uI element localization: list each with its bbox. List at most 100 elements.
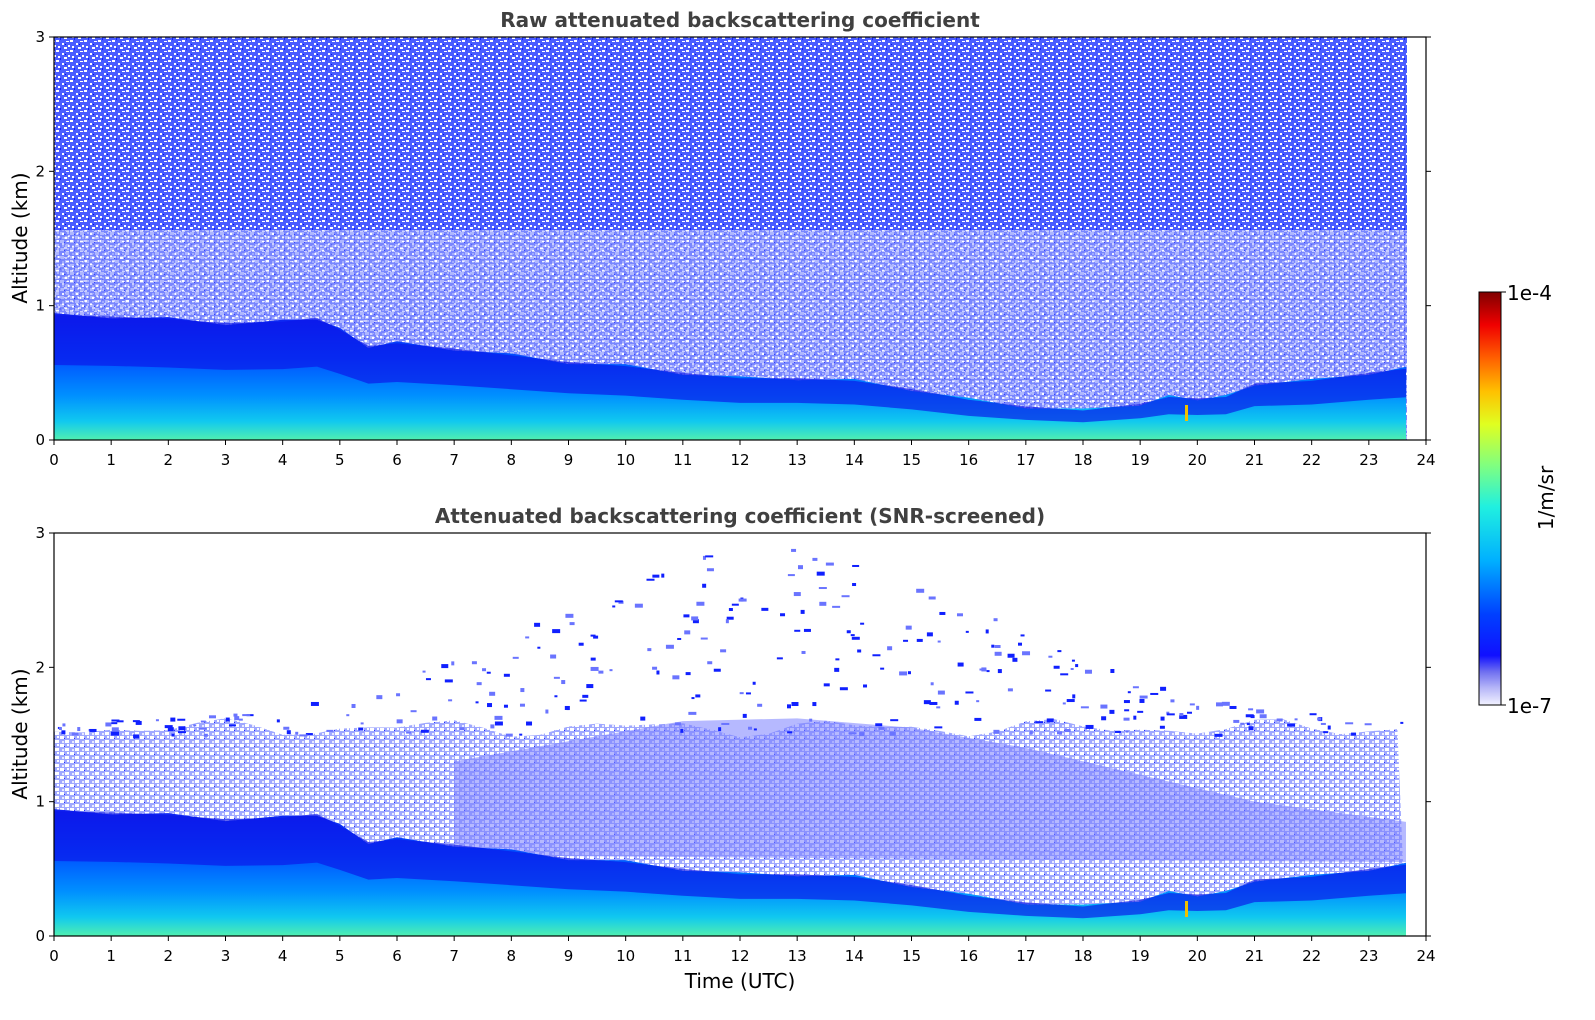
sparse-return-speck xyxy=(111,727,119,732)
sparse-return-speck xyxy=(1250,715,1255,719)
sparse-return-speck xyxy=(1276,718,1283,722)
x-tick-label: 22 xyxy=(1302,947,1321,965)
sparse-return-speck xyxy=(1045,689,1052,692)
sparse-return-speck xyxy=(171,733,175,737)
sparse-return-speck xyxy=(907,671,911,675)
sparse-return-speck xyxy=(420,729,429,733)
sparse-return-speck xyxy=(656,670,660,675)
x-tick-label: 7 xyxy=(449,451,459,469)
sparse-return-speck xyxy=(761,607,769,611)
sparse-return-speck xyxy=(957,662,964,667)
sparse-return-speck xyxy=(825,562,834,566)
sparse-return-speck xyxy=(976,700,980,703)
raw-x-axis: 0 1 2 3 4 5 6 7 8 9 10 11 12 13 14 15 16 17 18 19 20 21 22 23 24 xyxy=(49,440,1436,469)
x-tick-label: 12 xyxy=(730,947,749,965)
sparse-return-speck xyxy=(482,668,487,672)
sparse-return-speck xyxy=(133,734,140,739)
sparse-return-speck xyxy=(238,718,243,721)
sparse-return-speck xyxy=(77,727,81,732)
sparse-return-speck xyxy=(1109,709,1115,714)
sparse-return-speck xyxy=(812,557,818,561)
sparse-return-speck xyxy=(1159,725,1165,729)
sparse-return-speck xyxy=(859,732,865,737)
sparse-return-speck xyxy=(565,613,574,618)
sparse-return-speck xyxy=(787,731,793,734)
sparse-return-speck xyxy=(170,717,176,722)
x-tick-label: 3 xyxy=(221,451,231,469)
sparse-return-speck xyxy=(1327,725,1331,730)
sparse-return-speck xyxy=(582,694,589,698)
sparse-return-speck xyxy=(725,619,729,624)
x-tick-label: 6 xyxy=(392,947,402,965)
sparse-return-speck xyxy=(832,605,841,608)
sparse-return-speck xyxy=(903,639,909,642)
sparse-return-speck xyxy=(451,661,455,666)
sparse-return-speck xyxy=(905,625,912,630)
x-tick-label: 22 xyxy=(1302,451,1321,469)
sparse-return-speck xyxy=(700,637,708,640)
x-tick-label: 4 xyxy=(278,451,288,469)
sparse-return-speck xyxy=(396,719,403,724)
x-tick-label: 1 xyxy=(106,451,116,469)
y-tick-label: 1 xyxy=(35,793,45,811)
sparse-return-speck xyxy=(475,701,479,704)
sparse-return-speck xyxy=(505,733,513,737)
sparse-return-speck xyxy=(1150,692,1159,695)
sparse-return-speck xyxy=(974,717,982,721)
screened-residual-core xyxy=(454,718,1406,863)
sparse-return-speck xyxy=(590,634,596,637)
sparse-return-speck xyxy=(812,702,817,707)
sparse-return-speck xyxy=(116,720,124,723)
sparse-return-speck xyxy=(721,722,730,725)
x-tick-label: 10 xyxy=(616,451,635,469)
sparse-return-speck xyxy=(880,667,885,670)
x-tick-label: 0 xyxy=(49,451,59,469)
sparse-return-speck xyxy=(494,721,503,726)
sparse-return-speck xyxy=(1345,722,1354,725)
panel-raw: Raw attenuated backscattering coefficien… xyxy=(8,8,1436,469)
sparse-return-speck xyxy=(1240,722,1245,725)
sparse-return-speck xyxy=(672,675,680,680)
x-tick-label: 2 xyxy=(164,451,174,469)
sparse-return-speck xyxy=(155,719,159,722)
sparse-return-speck xyxy=(459,727,465,731)
sparse-return-speck xyxy=(105,722,112,727)
sparse-return-speck xyxy=(731,603,739,606)
sparse-return-speck xyxy=(503,673,510,677)
sparse-return-speck xyxy=(1133,715,1137,720)
sparse-return-speck xyxy=(1245,714,1254,718)
sparse-return-speck xyxy=(981,667,987,672)
sparse-return-speck xyxy=(841,595,850,598)
sparse-return-speck xyxy=(819,601,827,606)
sparse-return-speck xyxy=(793,592,801,597)
sparse-return-speck xyxy=(550,654,557,659)
sparse-return-speck xyxy=(685,672,691,676)
colorbar-gradient xyxy=(1478,291,1502,706)
sparse-return-speck xyxy=(823,683,830,687)
sparse-return-speck xyxy=(520,688,525,693)
sparse-return-speck xyxy=(1060,673,1069,676)
sparse-return-speck xyxy=(225,717,230,722)
sparse-return-speck xyxy=(1229,705,1237,709)
sparse-return-speck xyxy=(58,727,62,731)
sparse-return-speck xyxy=(683,614,690,618)
sparse-return-speck xyxy=(1071,659,1075,662)
sparse-return-speck xyxy=(1317,717,1322,721)
sparse-return-speck xyxy=(926,632,933,637)
sparse-return-speck xyxy=(537,646,541,649)
sparse-return-speck xyxy=(1364,723,1372,726)
sparse-return-speck xyxy=(579,699,587,702)
sparse-return-speck xyxy=(432,716,438,721)
sparse-return-speck xyxy=(846,630,851,634)
sparse-return-speck xyxy=(305,733,313,736)
sparse-return-speck xyxy=(850,634,855,637)
sparse-return-speck xyxy=(929,701,938,705)
sparse-return-speck xyxy=(554,695,558,698)
sparse-return-speck xyxy=(1127,691,1131,694)
x-tick-label: 1 xyxy=(106,947,116,965)
sparse-return-speck xyxy=(1046,718,1054,723)
y-tick-label: 2 xyxy=(35,162,45,180)
x-tick-label: 14 xyxy=(845,947,864,965)
sparse-return-speck xyxy=(809,718,813,722)
sparse-return-speck xyxy=(934,726,943,729)
